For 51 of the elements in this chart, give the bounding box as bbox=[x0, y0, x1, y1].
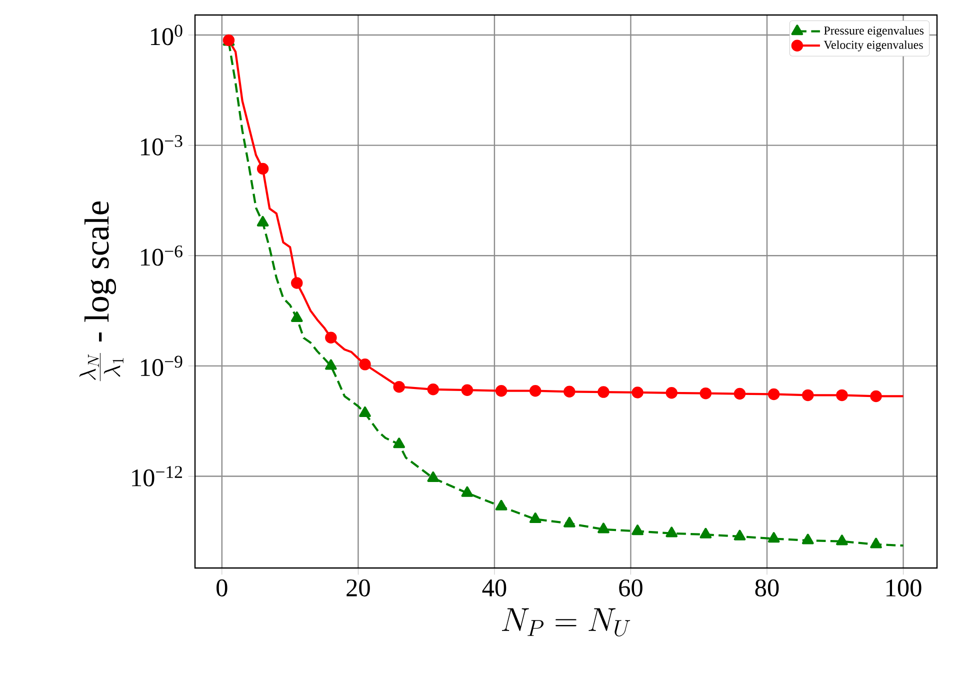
x-tick-label: 60 bbox=[619, 579, 642, 596]
point bbox=[870, 390, 882, 402]
point bbox=[427, 471, 440, 482]
point bbox=[632, 524, 644, 536]
point bbox=[495, 384, 508, 397]
point bbox=[768, 532, 780, 543]
point bbox=[359, 406, 371, 418]
point bbox=[359, 358, 371, 370]
point bbox=[870, 538, 882, 548]
point bbox=[734, 388, 746, 400]
point bbox=[529, 512, 542, 524]
x-tick-label: 20 bbox=[346, 579, 370, 596]
y-tick-label: 10$^{−9}$ bbox=[140, 356, 182, 376]
point bbox=[768, 388, 780, 400]
point bbox=[529, 384, 542, 397]
x-tick-label: 40 bbox=[482, 579, 506, 596]
legend-label: Pressure eigenvalues bbox=[824, 26, 924, 38]
point bbox=[802, 534, 814, 544]
x-tick-label: 0 bbox=[216, 579, 228, 596]
point bbox=[256, 162, 269, 175]
point bbox=[700, 528, 712, 538]
x-axis-title: $N_P = N_U$ bbox=[502, 608, 630, 636]
point bbox=[700, 387, 712, 400]
point bbox=[802, 389, 814, 402]
point bbox=[325, 359, 337, 370]
y-tick-label: 10$^{−6}$ bbox=[140, 245, 182, 266]
point bbox=[666, 387, 678, 399]
x-tick-label: 80 bbox=[755, 579, 779, 596]
point bbox=[495, 500, 508, 510]
point bbox=[734, 530, 746, 540]
y-tick-label: 10$^{0}$ bbox=[150, 24, 182, 46]
point bbox=[836, 534, 848, 546]
point bbox=[461, 384, 474, 396]
point bbox=[427, 384, 440, 396]
point bbox=[836, 389, 848, 402]
y-axis-title: $\frac{\lambda_N}{\lambda_1}\ \mbox{- log scale}$ bbox=[79, 202, 124, 382]
point bbox=[291, 277, 303, 289]
y-tick-label: 10$^{−3}$ bbox=[140, 135, 182, 156]
point bbox=[666, 526, 678, 538]
point bbox=[598, 522, 610, 534]
point bbox=[393, 438, 405, 448]
point bbox=[598, 386, 610, 398]
point bbox=[632, 386, 644, 398]
point bbox=[325, 332, 337, 344]
legend-label: Velocity eigenvalues bbox=[824, 40, 923, 52]
y-tick-label: 10$^{−12}$ bbox=[132, 466, 182, 486]
point bbox=[563, 516, 576, 528]
point bbox=[461, 486, 474, 497]
point bbox=[564, 386, 576, 398]
x-tick-label: 100 bbox=[886, 579, 922, 596]
point bbox=[393, 380, 405, 393]
